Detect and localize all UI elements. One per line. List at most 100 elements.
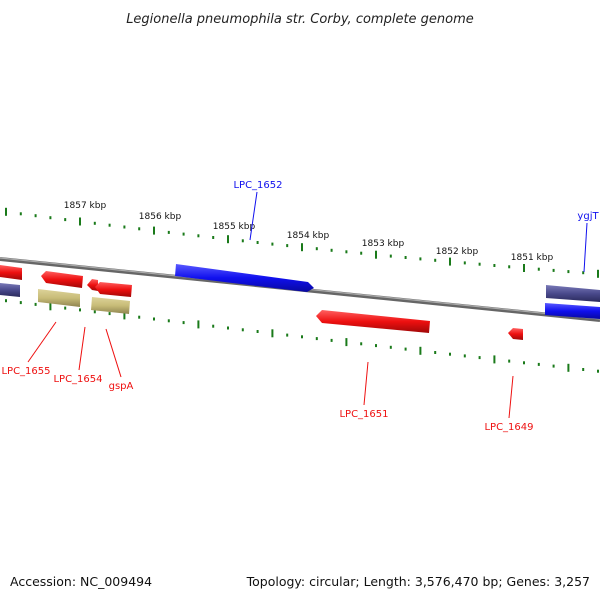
scale-tick-inner bbox=[463, 354, 466, 358]
scale-label-1855: 1855 kbp bbox=[213, 222, 256, 232]
scale-tick-outer bbox=[360, 251, 363, 255]
scale-tick-inner bbox=[197, 320, 200, 329]
genome-summary-text: Topology: circular; Length: 3,576,470 bp… bbox=[246, 574, 590, 589]
gene-feature-reverse[interactable] bbox=[0, 265, 22, 280]
outer-scale-ticks bbox=[5, 207, 599, 278]
scale-tick-inner bbox=[597, 369, 599, 373]
gene-feature-flank-left[interactable] bbox=[0, 283, 20, 297]
map-title: Legionella pneumophila str. Corby, compl… bbox=[126, 12, 474, 27]
gene-label-lpc-1655[interactable]: LPC_1655 bbox=[1, 366, 50, 377]
gene-label-lpc-1654[interactable]: LPC_1654 bbox=[53, 374, 102, 385]
scale-tick-inner bbox=[93, 310, 96, 314]
gene-label-lpc-1649[interactable]: LPC_1649 bbox=[484, 422, 533, 433]
scale-tick-outer bbox=[449, 257, 451, 266]
gene-feature-lpc-1649[interactable] bbox=[508, 328, 523, 340]
scale-label-1851: 1851 kbp bbox=[511, 253, 554, 263]
scale-tick-outer bbox=[19, 212, 22, 216]
scale-tick-inner bbox=[315, 337, 318, 341]
scale-tick-outer bbox=[227, 235, 229, 244]
scale-tick-outer bbox=[271, 242, 274, 246]
scale-tick-outer bbox=[523, 264, 525, 272]
scale-tick-inner bbox=[537, 362, 540, 366]
scale-tick-inner bbox=[508, 359, 511, 363]
leader-lpc-1654 bbox=[78, 326, 86, 371]
gene-feature-gspa[interactable] bbox=[95, 282, 132, 297]
scale-tick-inner bbox=[523, 361, 525, 365]
scale-tick-inner bbox=[34, 302, 37, 306]
scale-tick-inner bbox=[286, 333, 289, 337]
scale-tick-inner bbox=[19, 301, 22, 305]
leader-lpc-1649 bbox=[508, 375, 514, 419]
scale-tick-inner bbox=[493, 355, 496, 364]
gene-feature-ygjt-blue[interactable] bbox=[545, 303, 600, 319]
scale-tick-inner bbox=[434, 351, 437, 354]
gene-label-lpc-1651[interactable]: LPC_1651 bbox=[339, 409, 388, 420]
scale-tick-inner bbox=[49, 302, 52, 311]
scale-tick-outer bbox=[493, 264, 496, 267]
scale-tick-inner bbox=[478, 356, 481, 360]
scale-tick-inner bbox=[271, 329, 274, 338]
scale-label-1853: 1853 kbp bbox=[362, 239, 405, 249]
scale-tick-outer bbox=[582, 271, 585, 275]
inner-scale-ticks bbox=[5, 299, 599, 373]
gene-label-lpc-1652[interactable]: LPC_1652 bbox=[233, 180, 282, 191]
gene-feature-lpc-1654[interactable] bbox=[87, 279, 98, 291]
scale-tick-outer bbox=[345, 250, 348, 254]
scale-tick-inner bbox=[153, 317, 155, 321]
scale-tick-outer bbox=[478, 262, 481, 266]
gene-feature-lpc-1652[interactable] bbox=[175, 264, 314, 292]
leader-lpc-1652 bbox=[249, 191, 258, 241]
scale-tick-inner bbox=[241, 328, 244, 332]
gene-feature-lpc-1655[interactable] bbox=[41, 271, 83, 288]
scale-tick-inner bbox=[182, 321, 185, 325]
label-leader-lines bbox=[27, 191, 588, 419]
feature-khaki-2[interactable] bbox=[91, 297, 130, 314]
scale-tick-inner bbox=[212, 324, 215, 328]
scale-tick-outer bbox=[597, 269, 599, 278]
scale-tick-inner bbox=[79, 308, 81, 312]
scale-tick-outer bbox=[537, 267, 540, 271]
scale-tick-outer bbox=[79, 217, 81, 226]
scale-tick-outer bbox=[434, 258, 437, 262]
scale-tick-outer bbox=[389, 254, 392, 258]
scale-tick-outer bbox=[330, 248, 333, 252]
accession-text: Accession: NC_009494 bbox=[10, 574, 152, 589]
scale-tick-inner bbox=[345, 338, 348, 347]
scale-tick-inner bbox=[330, 338, 333, 342]
scale-label-1852: 1852 kbp bbox=[436, 247, 479, 257]
gene-feature-ygjt[interactable] bbox=[546, 285, 600, 302]
feature-khaki-1[interactable] bbox=[38, 289, 80, 307]
scale-tick-inner bbox=[552, 364, 555, 368]
scale-tick-inner bbox=[389, 345, 392, 349]
leader-ygjt bbox=[583, 222, 588, 273]
scale-tick-outer bbox=[34, 214, 37, 218]
scale-tick-inner bbox=[301, 335, 303, 339]
scale-tick-inner bbox=[360, 342, 363, 346]
scale-tick-inner bbox=[419, 346, 422, 355]
scale-tick-outer bbox=[182, 232, 185, 236]
scale-tick-outer bbox=[552, 268, 555, 272]
scale-tick-outer bbox=[567, 270, 570, 274]
gene-feature-lpc-1651[interactable] bbox=[316, 310, 430, 333]
scale-tick-inner bbox=[449, 352, 451, 356]
scale-tick-outer bbox=[197, 234, 200, 238]
scale-tick-outer bbox=[5, 207, 7, 216]
scale-tick-outer bbox=[463, 261, 466, 265]
scale-tick-outer bbox=[301, 243, 303, 252]
scale-tick-outer bbox=[419, 257, 422, 261]
scale-tick-inner bbox=[375, 344, 377, 348]
forward-strand-features bbox=[0, 264, 600, 319]
scale-tick-outer bbox=[404, 256, 407, 259]
scale-tick-outer bbox=[508, 265, 511, 269]
scale-tick-inner bbox=[404, 347, 407, 351]
scale-tick-inner bbox=[5, 299, 7, 303]
scale-tick-inner bbox=[138, 315, 141, 319]
reverse-strand-features bbox=[38, 271, 523, 340]
gene-label-ygjt[interactable]: ygjT bbox=[577, 211, 599, 222]
gene-labels: LPC_1652 ygjT LPC_1655 LPC_1654 gspA LPC… bbox=[1, 180, 599, 433]
scale-tick-inner bbox=[108, 312, 111, 316]
gene-label-gspa[interactable]: gspA bbox=[109, 381, 134, 392]
scale-tick-outer bbox=[64, 218, 67, 222]
scale-tick-outer bbox=[138, 227, 141, 231]
